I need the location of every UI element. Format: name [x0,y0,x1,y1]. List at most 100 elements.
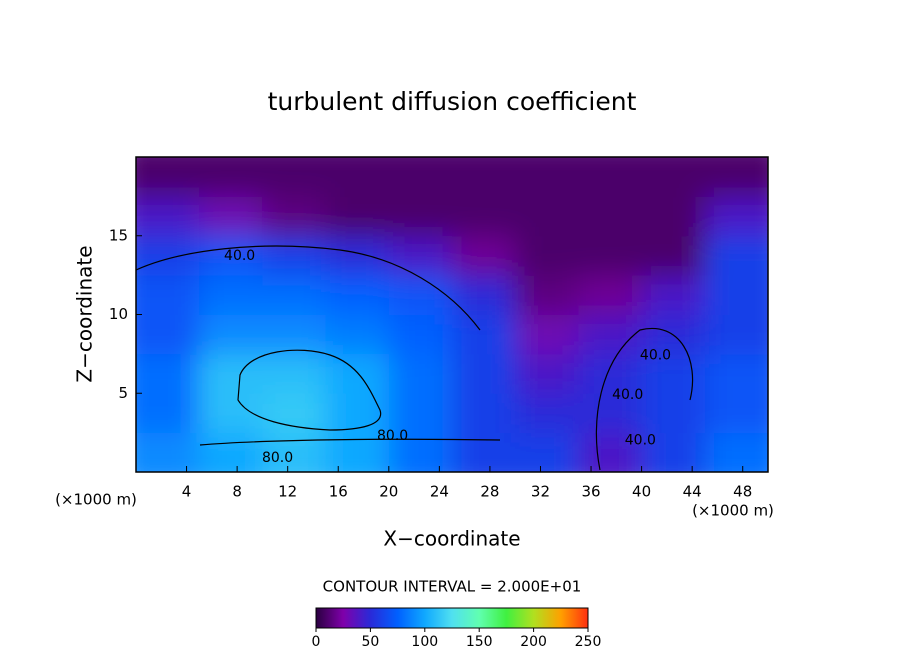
cell [262,196,327,237]
cell [199,432,263,472]
field [136,157,768,472]
cell [199,314,263,355]
cell [515,196,579,237]
cell [704,235,768,276]
cell [641,432,706,472]
chart-title: turbulent diffusion coefficient [268,87,637,116]
cell [262,353,327,394]
cell [325,196,390,237]
cell [262,393,327,434]
contour-line [136,245,481,331]
cell [704,275,768,315]
colorbar [315,607,589,629]
cell [136,314,200,355]
cell [641,393,706,434]
contour-note: CONTOUR INTERVAL = 2.000E+01 [323,578,582,596]
cell [641,235,706,276]
cell [704,432,768,472]
cell [199,275,263,315]
x-tick-label: 4 [182,483,192,501]
cell [578,432,643,472]
cell [136,196,200,237]
x-axis-title: X−coordinate [383,527,520,551]
cell [515,432,579,472]
cell [578,196,643,237]
x-tick-label: 48 [733,483,752,501]
x-unit: (×1000 m) [692,502,774,520]
cell [452,353,516,394]
x-tick-label: 40 [632,483,651,501]
cell [388,353,453,394]
cell [262,314,327,355]
cell [452,157,516,197]
contour-line [595,327,694,471]
cell [578,353,643,394]
contour-line [199,438,501,446]
contour-label: 80.0 [377,428,408,444]
cell [704,196,768,237]
colorbar-tick-label: 0 [312,634,321,650]
cell [262,235,327,276]
cell [136,353,200,394]
cell [136,157,200,197]
x-tick-label: 20 [379,483,398,501]
cell [452,196,516,237]
cell [136,235,200,276]
cell [515,393,579,434]
cell [452,314,516,355]
cell [262,275,327,315]
cell [515,275,579,315]
cell [641,275,706,315]
cell [578,275,643,315]
cell [136,393,200,434]
cell [388,275,453,315]
cell [136,275,200,315]
y-tick-label: 10 [109,305,128,323]
contour-label: 80.0 [262,450,293,466]
x-tick-label: 24 [430,483,449,501]
cell [388,196,453,237]
cell [641,157,706,197]
cell [515,353,579,394]
cell [199,196,263,237]
x-tick-label: 12 [278,483,297,501]
colorbar-tick-label: 250 [575,634,602,650]
cell [641,353,706,394]
cell [388,235,453,276]
cell [325,275,390,315]
contour-label: 40.0 [640,347,671,363]
cell [199,157,263,197]
colorbar-tick-label: 50 [361,634,379,650]
cell [388,314,453,355]
cell [388,157,453,197]
cell [452,235,516,276]
cell [704,314,768,355]
cell [641,196,706,237]
contour-line [237,349,382,431]
x-tick-label: 32 [531,483,550,501]
cell [136,432,200,472]
x-tick-label: 16 [329,483,348,501]
cell [704,157,768,197]
x-tick-label: 8 [232,483,242,501]
x-tick-label: 44 [683,483,702,501]
y-unit: (×1000 m) [55,491,137,509]
x-tick-label: 28 [480,483,499,501]
cell [515,157,579,197]
y-tick-label: 15 [109,226,128,244]
contour-label: 40.0 [224,248,255,264]
cell [452,275,516,315]
x-tick-label: 36 [581,483,600,501]
cell [578,235,643,276]
cell [325,235,390,276]
cell [325,353,390,394]
cell [578,157,643,197]
cell [515,235,579,276]
cell [388,393,453,434]
cell [262,157,327,197]
cell [452,393,516,434]
colorbar-tick-label: 150 [466,634,493,650]
cell [578,314,643,355]
